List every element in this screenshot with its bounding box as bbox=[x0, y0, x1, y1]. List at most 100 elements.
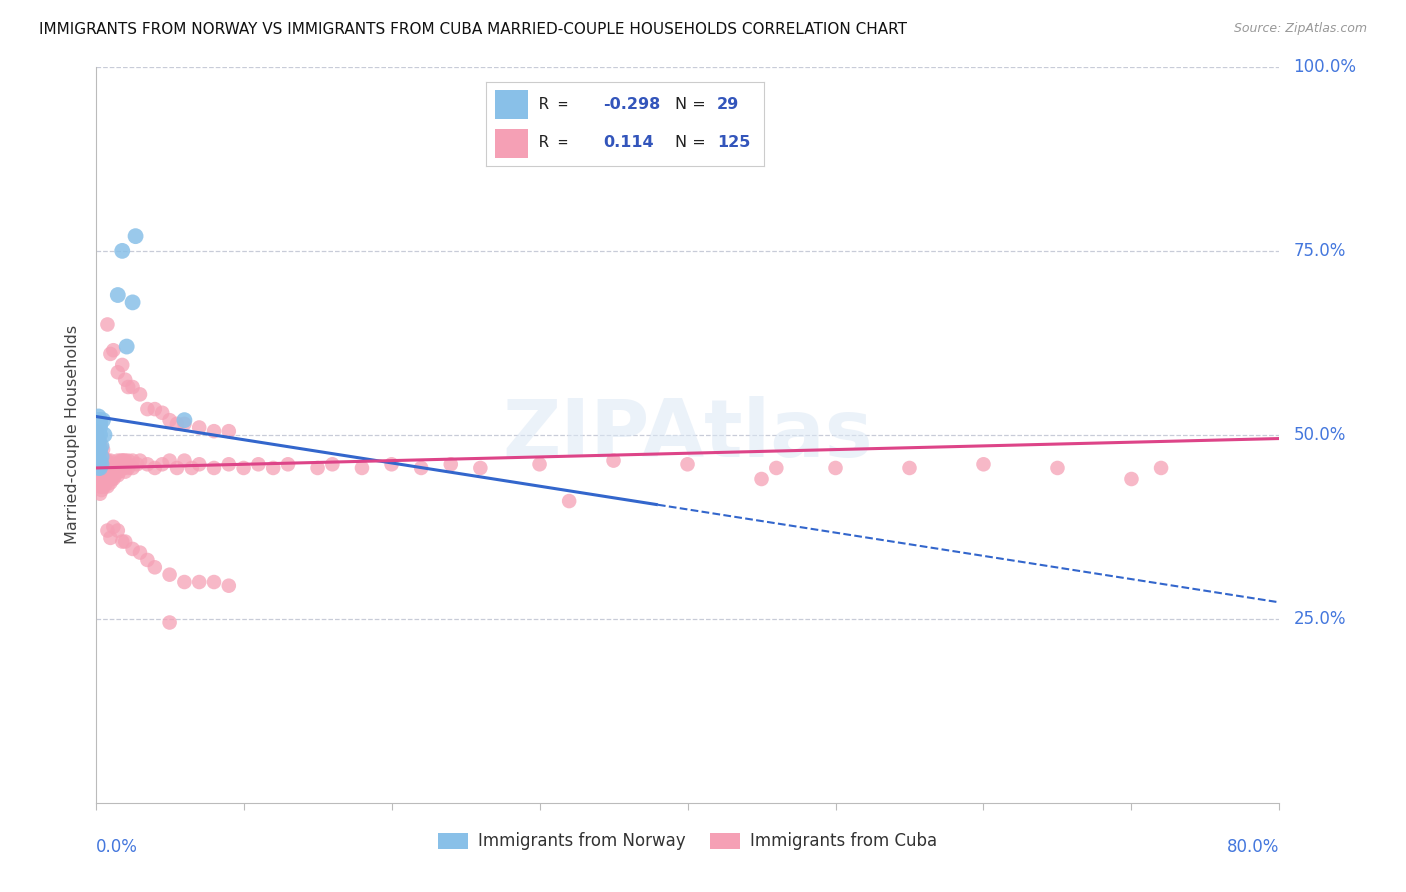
Point bbox=[96, 472, 118, 486]
Point bbox=[107, 453, 129, 467]
Point bbox=[89, 468, 111, 483]
Point bbox=[150, 406, 173, 420]
Point bbox=[188, 420, 211, 434]
Point bbox=[90, 439, 112, 453]
Point bbox=[89, 413, 111, 427]
Point bbox=[96, 524, 118, 538]
Point bbox=[1150, 461, 1173, 475]
Point bbox=[90, 457, 112, 471]
Text: 25.0%: 25.0% bbox=[1294, 610, 1346, 628]
Point bbox=[87, 457, 110, 471]
Point bbox=[117, 461, 139, 475]
Point bbox=[86, 413, 108, 427]
Point bbox=[107, 468, 129, 483]
Point bbox=[173, 575, 195, 590]
Point bbox=[101, 472, 124, 486]
Point bbox=[87, 427, 110, 442]
Point bbox=[262, 461, 284, 475]
Point bbox=[751, 472, 773, 486]
Point bbox=[87, 453, 110, 467]
Point bbox=[96, 479, 118, 493]
Point bbox=[97, 465, 120, 479]
Point bbox=[89, 427, 111, 442]
Point bbox=[87, 472, 110, 486]
Point bbox=[91, 461, 114, 475]
Point bbox=[87, 468, 110, 483]
Point bbox=[111, 453, 134, 467]
Point bbox=[202, 575, 225, 590]
Point bbox=[91, 413, 114, 427]
Point bbox=[94, 475, 117, 490]
Point bbox=[114, 453, 136, 467]
Point bbox=[100, 347, 122, 361]
Point bbox=[90, 483, 112, 497]
Point bbox=[93, 479, 115, 493]
Point bbox=[103, 461, 125, 475]
Point bbox=[87, 432, 110, 446]
Point bbox=[94, 468, 117, 483]
Point bbox=[94, 461, 117, 475]
Point bbox=[91, 450, 114, 464]
Point bbox=[100, 531, 122, 545]
Point bbox=[90, 457, 112, 471]
Point bbox=[143, 461, 166, 475]
Y-axis label: Married-couple Households: Married-couple Households bbox=[65, 326, 80, 544]
Point bbox=[89, 442, 111, 457]
Point bbox=[150, 457, 173, 471]
Point bbox=[166, 417, 188, 431]
Point bbox=[89, 446, 111, 460]
Point bbox=[381, 457, 404, 471]
Point bbox=[93, 472, 115, 486]
Point bbox=[129, 387, 152, 401]
Point bbox=[136, 457, 159, 471]
Point bbox=[111, 244, 134, 258]
Point bbox=[86, 427, 108, 442]
Point bbox=[96, 453, 118, 467]
Point bbox=[121, 453, 143, 467]
Point bbox=[103, 343, 125, 358]
Point bbox=[129, 453, 152, 467]
Point bbox=[90, 450, 112, 464]
Point bbox=[107, 524, 129, 538]
Point bbox=[110, 461, 132, 475]
Point bbox=[218, 424, 240, 438]
Point bbox=[115, 340, 138, 354]
Point bbox=[87, 442, 110, 457]
Point bbox=[87, 424, 110, 438]
Point bbox=[104, 468, 127, 483]
Point bbox=[89, 450, 111, 464]
Point bbox=[124, 229, 146, 244]
Point bbox=[558, 494, 581, 508]
Point bbox=[91, 442, 114, 457]
Point bbox=[107, 461, 129, 475]
Point bbox=[91, 457, 114, 471]
Point bbox=[188, 457, 211, 471]
Point bbox=[676, 457, 699, 471]
Point bbox=[87, 439, 110, 453]
Point bbox=[111, 534, 134, 549]
Point bbox=[321, 457, 343, 471]
Point bbox=[87, 461, 110, 475]
Point bbox=[97, 472, 120, 486]
Point bbox=[86, 442, 108, 457]
Point bbox=[121, 541, 143, 556]
Point bbox=[91, 465, 114, 479]
Point bbox=[202, 424, 225, 438]
Point bbox=[159, 615, 181, 630]
Point bbox=[91, 453, 114, 467]
Point bbox=[89, 453, 111, 467]
Point bbox=[108, 457, 131, 471]
Point bbox=[87, 435, 110, 450]
Text: 75.0%: 75.0% bbox=[1294, 242, 1346, 260]
Point bbox=[86, 457, 108, 471]
Point bbox=[159, 453, 181, 467]
Point bbox=[93, 465, 115, 479]
Point bbox=[114, 534, 136, 549]
Point bbox=[86, 457, 108, 471]
Point bbox=[101, 461, 124, 475]
Point bbox=[117, 453, 139, 467]
Point bbox=[87, 446, 110, 460]
Point bbox=[103, 520, 125, 534]
Point bbox=[159, 413, 181, 427]
Point bbox=[111, 461, 134, 475]
